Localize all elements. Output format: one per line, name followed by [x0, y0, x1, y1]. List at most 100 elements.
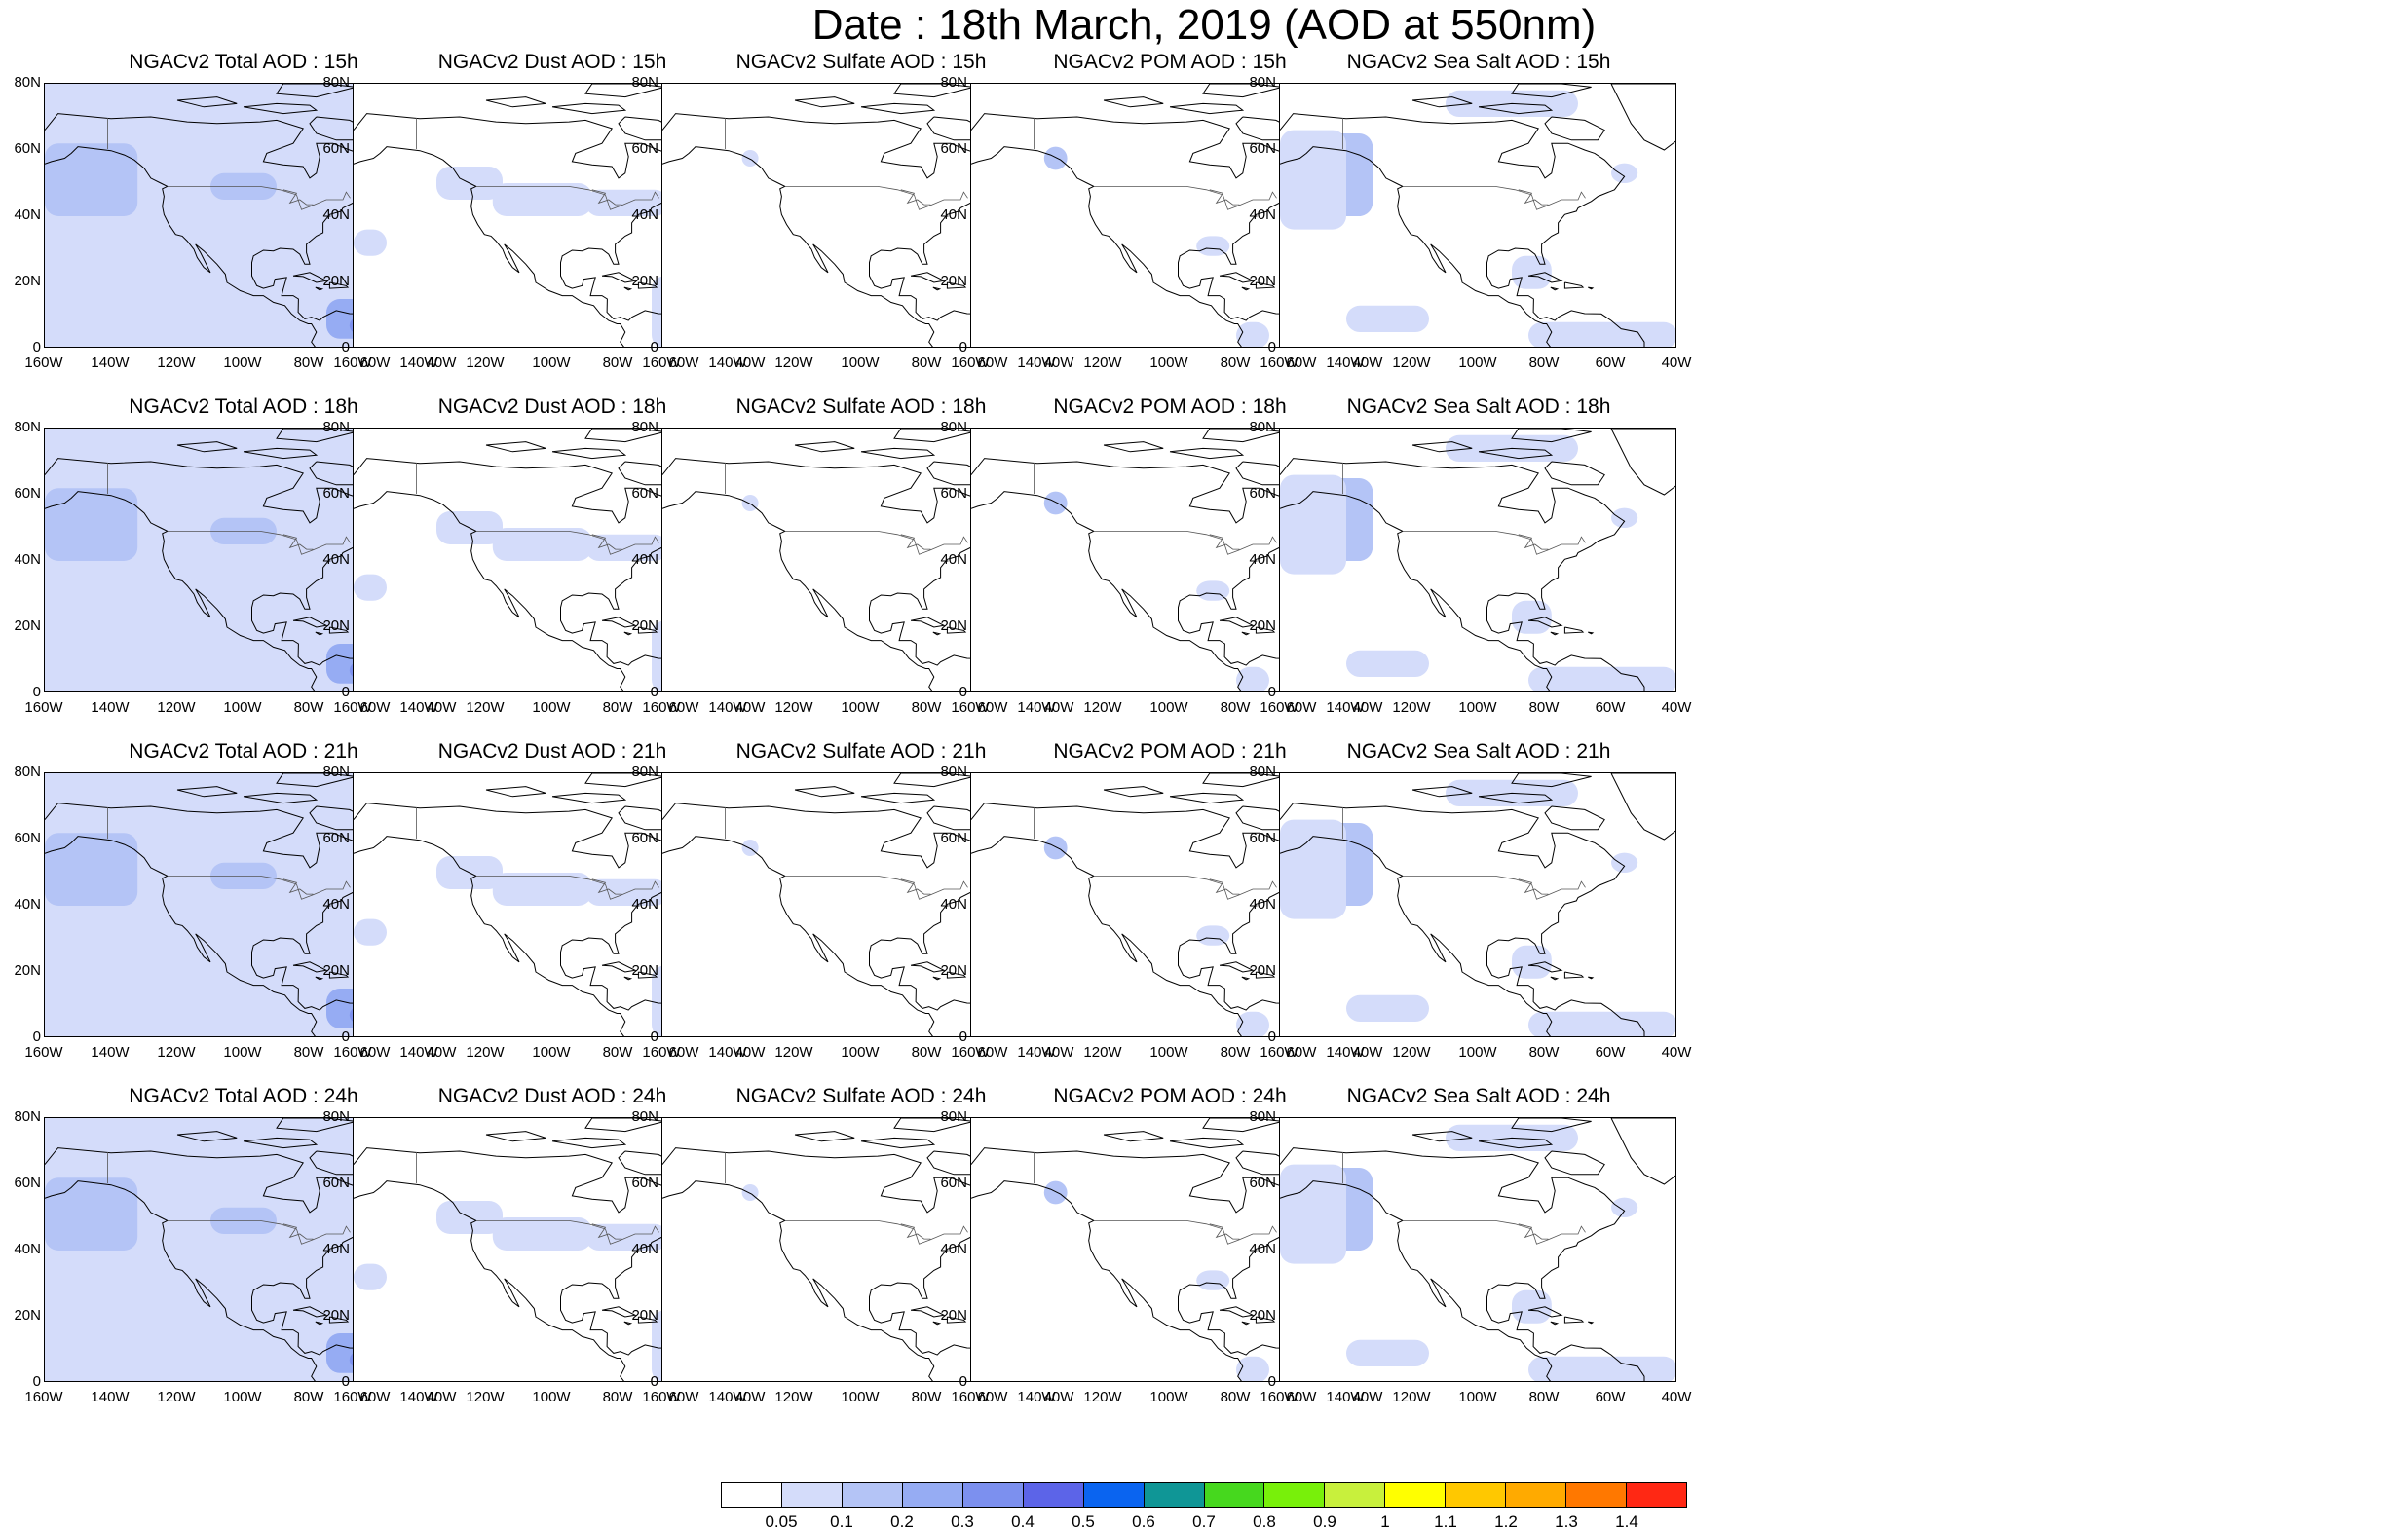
coastline [1255, 971, 1276, 979]
lat-tick-label: 40N [631, 206, 658, 223]
lon-tick-label: 40W [1352, 1044, 1383, 1061]
coastline [584, 429, 665, 443]
aod-shading [1236, 666, 1269, 691]
panel-title: NGACv2 Sea Salt AOD : 24h [1346, 1085, 1611, 1107]
panel-title: NGACv2 Total AOD : 15h [129, 51, 358, 73]
lat-tick-label: 60N [1249, 1175, 1276, 1191]
aod-shading [354, 918, 387, 946]
lat-tick-label: 80N [14, 1108, 41, 1125]
lon-tick-label: 120W [1083, 1044, 1122, 1061]
coastline [243, 447, 319, 460]
coastline [1544, 461, 1605, 486]
panel-title: NGACv2 Sea Salt AOD : 18h [1346, 395, 1611, 418]
colorbar-label: 0.3 [951, 1513, 974, 1531]
lon-tick-label: 100W [1149, 1389, 1188, 1405]
lon-tick-label: 100W [841, 699, 880, 716]
lat-tick-label: 80N [631, 419, 658, 435]
lat-tick-label: 40N [940, 896, 967, 913]
lon-tick-label: 120W [466, 699, 505, 716]
border-line [1402, 1220, 1586, 1245]
border-line [282, 534, 314, 550]
coastline [662, 836, 935, 1036]
aod-shading [1280, 474, 1346, 575]
lon-tick-label: 140W [708, 355, 747, 371]
lat-tick-label: 40N [322, 1241, 350, 1257]
coastline [794, 786, 855, 798]
lon-tick-label: 60W [668, 1044, 699, 1061]
lat-tick-label: 0 [959, 1028, 967, 1045]
coastline [45, 803, 410, 1036]
lat-tick-label: 40N [940, 206, 967, 223]
lat-tick-label: 40N [940, 551, 967, 568]
lon-tick-label: 160W [333, 355, 372, 371]
lat-tick-label: 40N [1249, 896, 1276, 913]
lon-tick-label: 40W [734, 699, 766, 716]
coastline [623, 286, 633, 291]
panel-title: NGACv2 Total AOD : 24h [129, 1085, 358, 1107]
lat-tick-label: 60N [631, 830, 658, 846]
lon-tick-label: 100W [1458, 355, 1497, 371]
lon-tick-label: 80W [1528, 1044, 1560, 1061]
lat-tick-label: 60N [940, 830, 967, 846]
lon-tick-label: 40W [734, 1044, 766, 1061]
border-line [784, 876, 968, 900]
lon-tick-label: 140W [708, 1044, 747, 1061]
lon-tick-label: 160W [951, 1044, 990, 1061]
lon-tick-label: 40W [426, 355, 457, 371]
lon-tick-label: 80W [911, 1044, 942, 1061]
lon-tick-label: 40W [1352, 355, 1383, 371]
panel-title: NGACv2 Dust AOD : 15h [437, 51, 667, 73]
lat-tick-label: 20N [322, 617, 350, 634]
lat-tick-label: 60N [940, 485, 967, 502]
coastline [1478, 1137, 1554, 1149]
lat-tick-label: 60N [631, 1175, 658, 1191]
lat-tick-label: 40N [14, 551, 41, 568]
lat-tick-label: 80N [940, 764, 967, 780]
lon-tick-label: 100W [1458, 699, 1497, 716]
coastline [1587, 631, 1595, 635]
lat-tick-label: 0 [1267, 339, 1276, 355]
coastline [1202, 1118, 1283, 1133]
coastline [1478, 447, 1554, 460]
lat-tick-label: 20N [631, 1307, 658, 1324]
border-line [1093, 1220, 1277, 1245]
coastline [971, 146, 1244, 347]
coastline [292, 961, 328, 973]
coastline [1527, 1306, 1563, 1318]
coastline [1411, 786, 1473, 798]
panel-title: NGACv2 Sea Salt AOD : 21h [1346, 740, 1611, 763]
coastline [292, 617, 328, 628]
coastline [1241, 286, 1251, 291]
colorbar-label: 1.2 [1494, 1513, 1518, 1531]
coastline [1563, 281, 1585, 289]
lat-tick-label: 20N [322, 962, 350, 979]
lat-tick-label: 80N [14, 74, 41, 91]
panel-title: NGACv2 Sulfate AOD : 21h [735, 740, 987, 763]
coastline [971, 113, 1336, 347]
border-line [784, 1220, 968, 1245]
border-line [591, 189, 622, 206]
colorbar-box [781, 1483, 843, 1507]
coastline [1550, 286, 1560, 291]
lat-tick-label: 40N [322, 206, 350, 223]
coastline [1241, 631, 1251, 636]
lat-tick-label: 40N [1249, 206, 1276, 223]
lon-tick-label: 100W [223, 1389, 262, 1405]
lat-tick-label: 60N [1249, 830, 1276, 846]
lat-tick-label: 60N [322, 830, 350, 846]
panel-title: NGACv2 POM AOD : 24h [1053, 1085, 1287, 1107]
lon-tick-label: 100W [223, 355, 262, 371]
coastline [1587, 976, 1595, 980]
coastline [45, 1180, 318, 1381]
coastline [637, 971, 658, 979]
lon-tick-label: 80W [911, 1389, 942, 1405]
coastline [1544, 1150, 1605, 1176]
panel-title: NGACv2 Dust AOD : 18h [437, 395, 667, 418]
aod-shading [1528, 1011, 1675, 1036]
coastline [45, 1147, 410, 1381]
map-frame [1279, 428, 1676, 692]
coastline [1550, 976, 1560, 981]
map-svg [1280, 84, 1675, 347]
lon-tick-label: 160W [24, 355, 63, 371]
map-panel-seasalt-3: NGACv2 Sea Salt AOD : 24h 80N 60N 40N 20N 0 16… [1235, 1085, 1722, 1405]
